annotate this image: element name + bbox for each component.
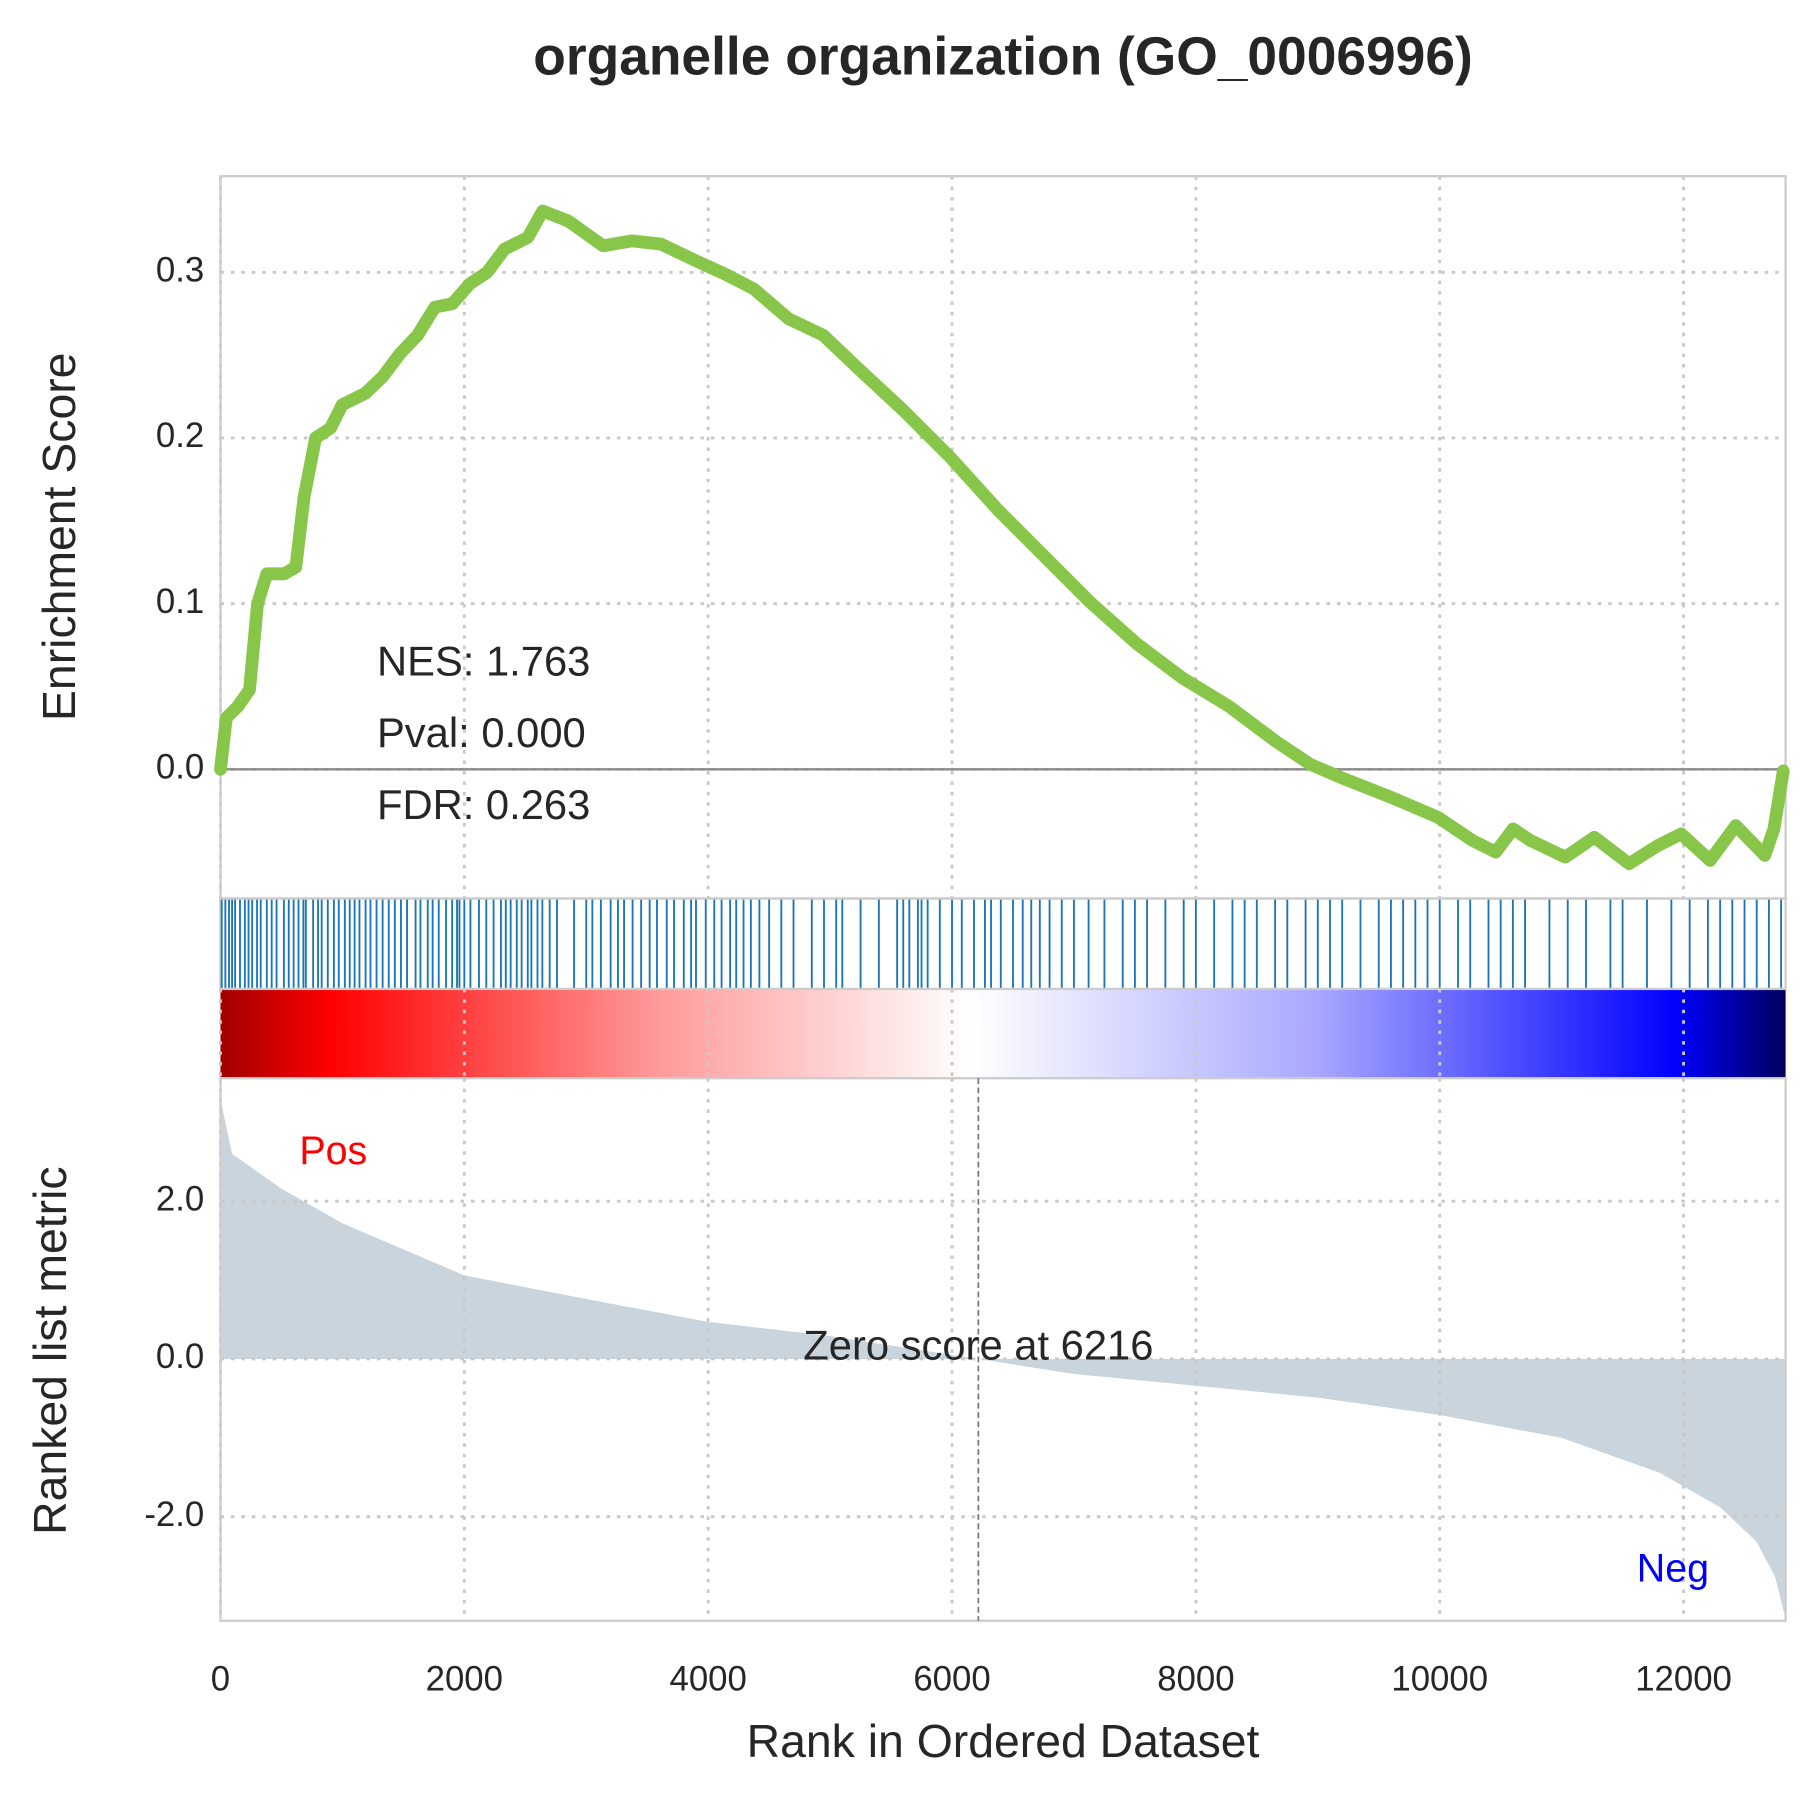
hits-frame	[219, 897, 1787, 991]
x-tick-label: 6000	[913, 1660, 990, 1698]
x-tick-label: 0	[211, 1660, 230, 1698]
x-tick-label: 4000	[670, 1660, 747, 1698]
y-tick-label: -2.0	[144, 1496, 204, 1534]
y-axis-label: Enrichment Score	[33, 353, 85, 721]
y-tick-label: 2.0	[156, 1180, 204, 1218]
stat-annotation: Pval: 0.000	[377, 709, 586, 756]
x-tick-label: 8000	[1157, 1660, 1234, 1698]
y-tick-label: 0.0	[156, 1338, 204, 1376]
neg-label: Neg	[1637, 1546, 1709, 1590]
rank-frame	[219, 1077, 1787, 1622]
stat-annotation: FDR: 0.263	[377, 781, 590, 828]
x-axis-label: Rank in Ordered Dataset	[747, 1715, 1260, 1767]
y-tick-label: 0.0	[156, 748, 204, 786]
grid-layer	[219, 176, 1786, 1621]
color-bar	[220, 988, 1786, 1079]
y-tick-label: 0.1	[156, 583, 204, 621]
pos-label: Pos	[299, 1129, 367, 1173]
stat-annotation: NES: 1.763	[377, 637, 590, 684]
x-tick-label: 12000	[1635, 1660, 1732, 1698]
x-tick-label: 2000	[426, 1660, 503, 1698]
y-tick-label: 0.2	[156, 417, 204, 455]
zero-score-label: Zero score at 6216	[803, 1321, 1153, 1368]
background-layer	[220, 988, 1786, 1620]
y-tick-label: 0.3	[156, 251, 204, 289]
y-axis-label: Ranked list metric	[24, 1166, 76, 1534]
x-tick-label: 10000	[1391, 1660, 1488, 1698]
metric-area	[220, 1099, 1786, 1620]
chart-title: organelle organization (GO_0006996)	[533, 27, 1472, 86]
front-layer: organelle organization (GO_0006996) Enri…	[24, 27, 1790, 1767]
es-line	[214, 204, 1790, 871]
